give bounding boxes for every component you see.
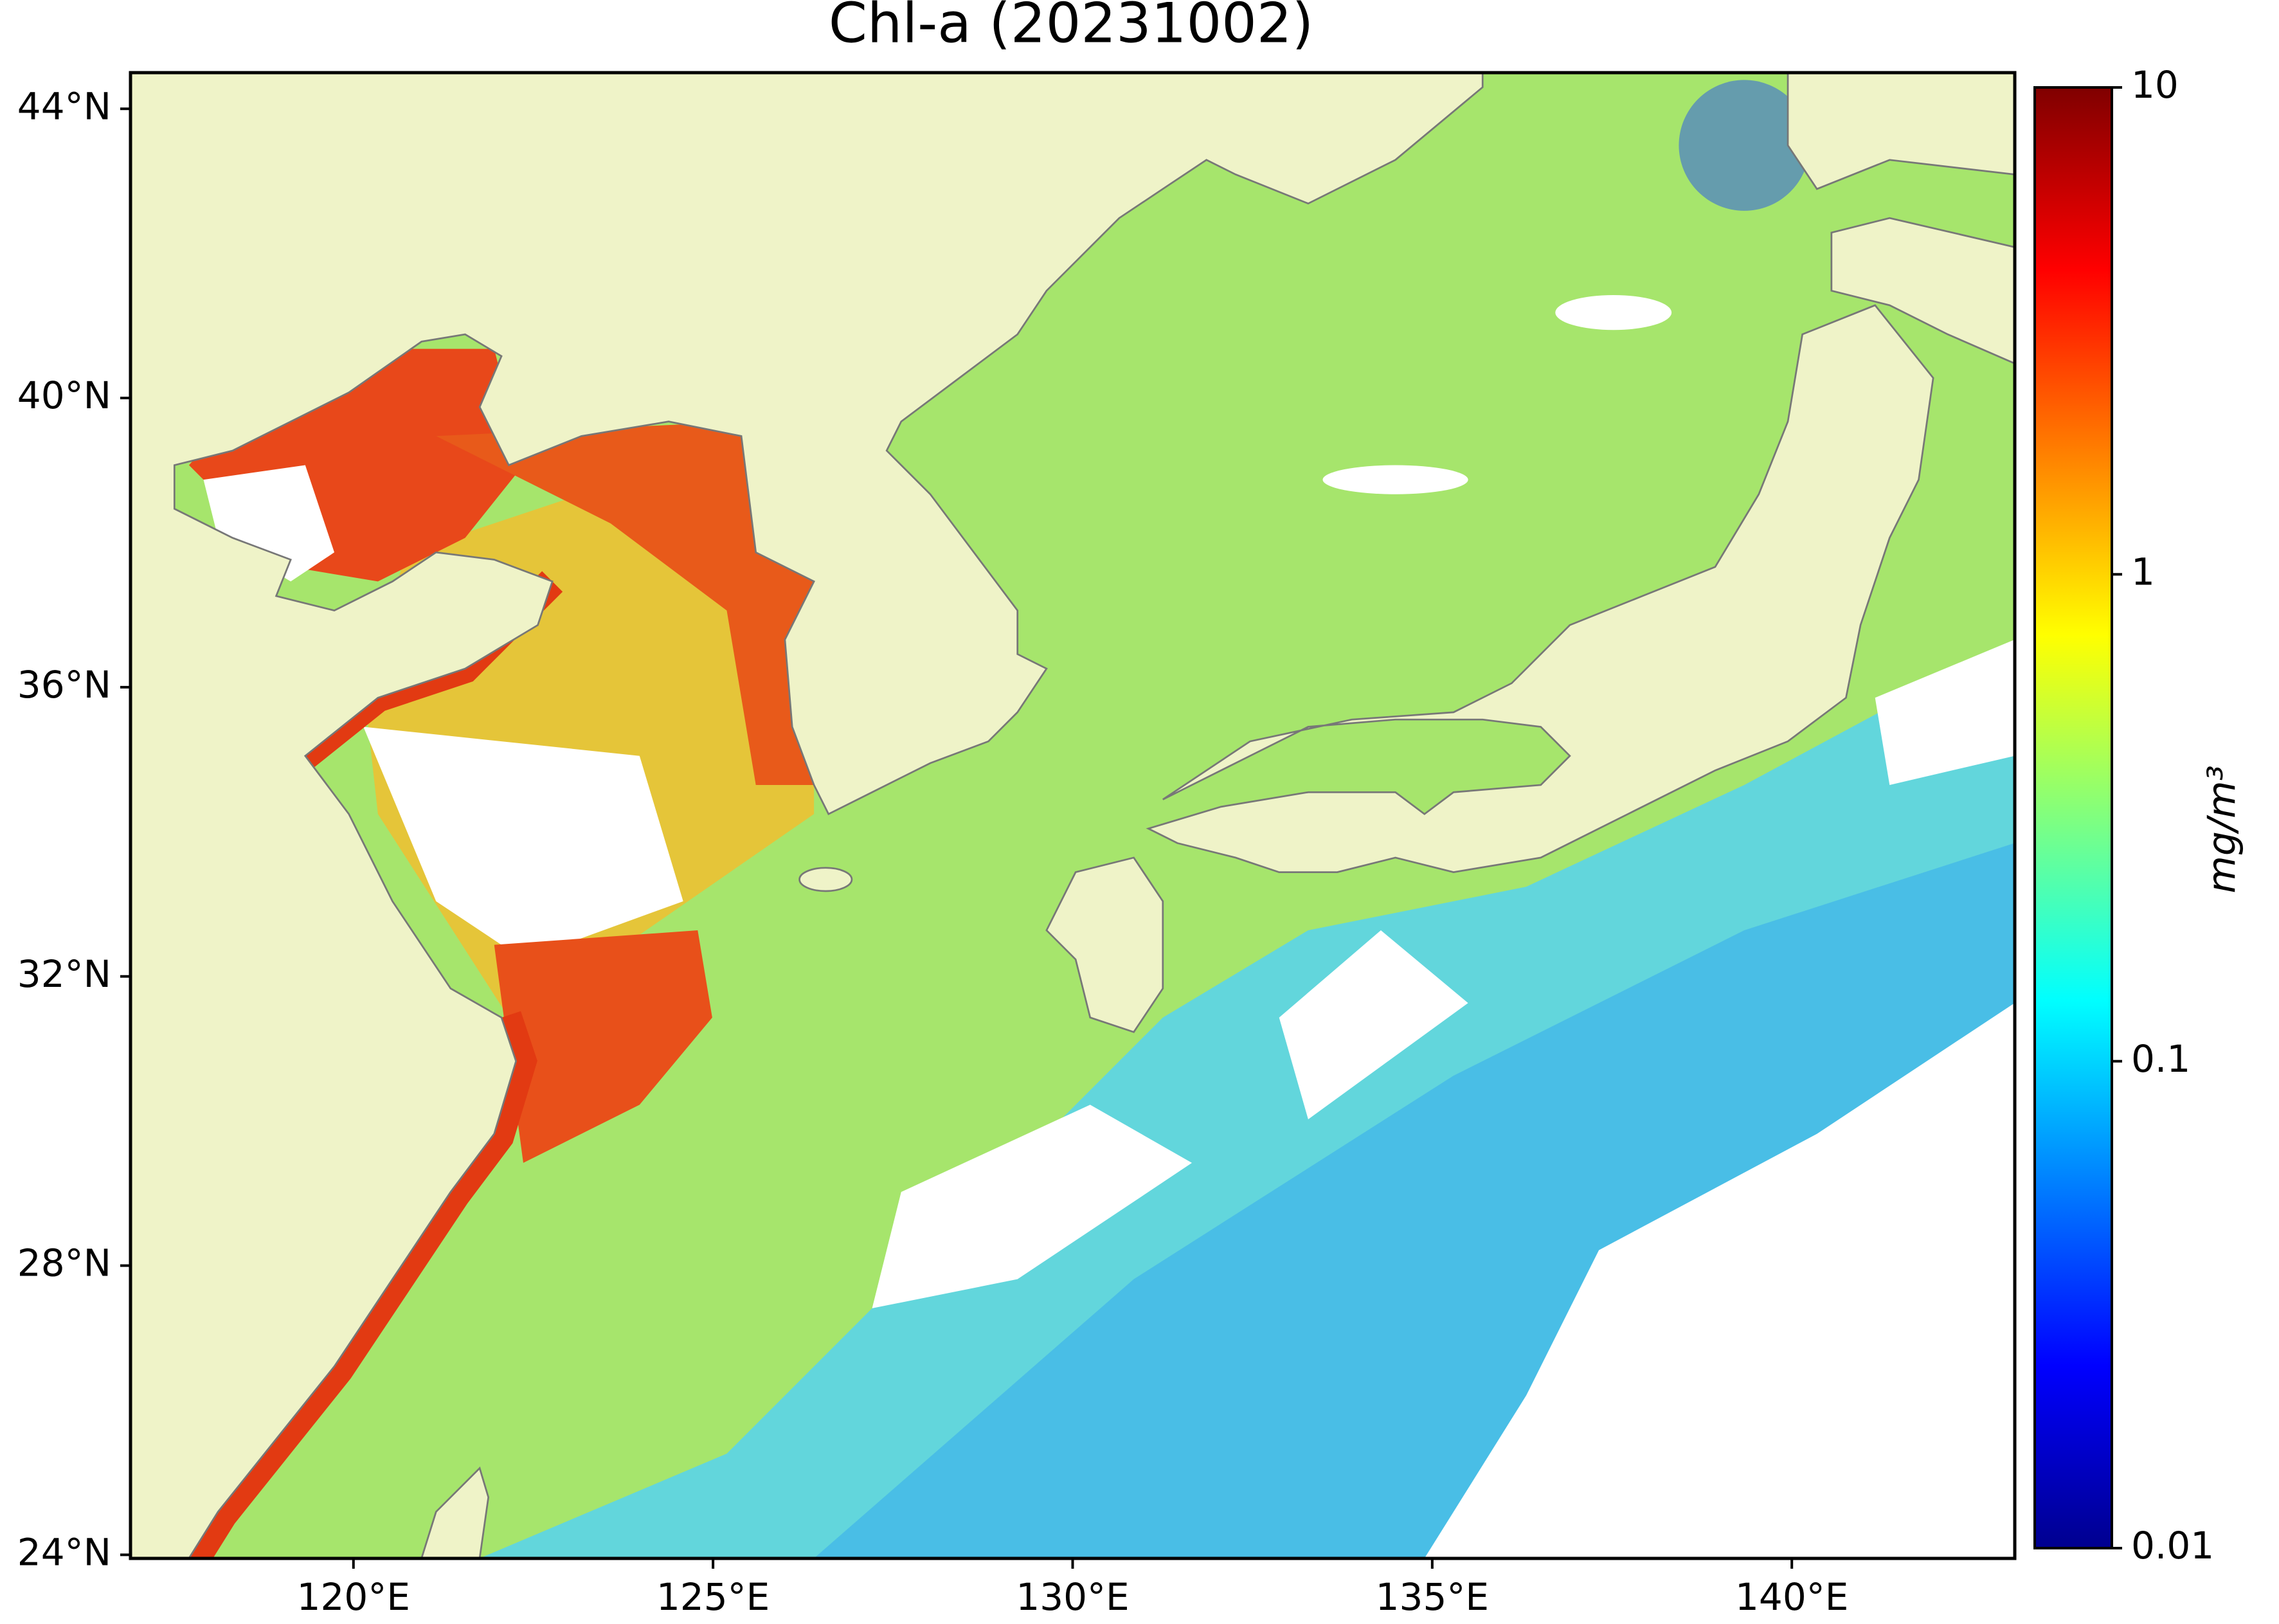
y-tick-label: 24°N xyxy=(17,1530,111,1574)
colorbar-tick-label: 1 xyxy=(2131,550,2155,593)
y-tick-label: 44°N xyxy=(17,84,111,128)
x-tick-label: 125°E xyxy=(656,1575,770,1619)
colorbar xyxy=(2033,86,2113,1549)
y-tick-label: 40°N xyxy=(17,374,111,417)
x-tick-label: 135°E xyxy=(1376,1575,1489,1619)
x-tick-label: 130°E xyxy=(1016,1575,1129,1619)
y-tick-label: 36°N xyxy=(17,663,111,707)
colorbar-tick-label: 10 xyxy=(2131,63,2179,107)
colorbar-label: mg/m³ xyxy=(2200,765,2245,893)
chart-title: Chl-a (20231002) xyxy=(829,0,1313,55)
colorbar-tick-label: 0.01 xyxy=(2131,1524,2214,1567)
map-image xyxy=(131,73,2015,1558)
x-tick-label: 140°E xyxy=(1735,1575,1848,1619)
y-tick-label: 32°N xyxy=(17,952,111,996)
colorbar-tick-label: 0.1 xyxy=(2131,1037,2190,1081)
y-tick-label: 28°N xyxy=(17,1241,111,1285)
x-tick-label: 120°E xyxy=(297,1575,410,1619)
